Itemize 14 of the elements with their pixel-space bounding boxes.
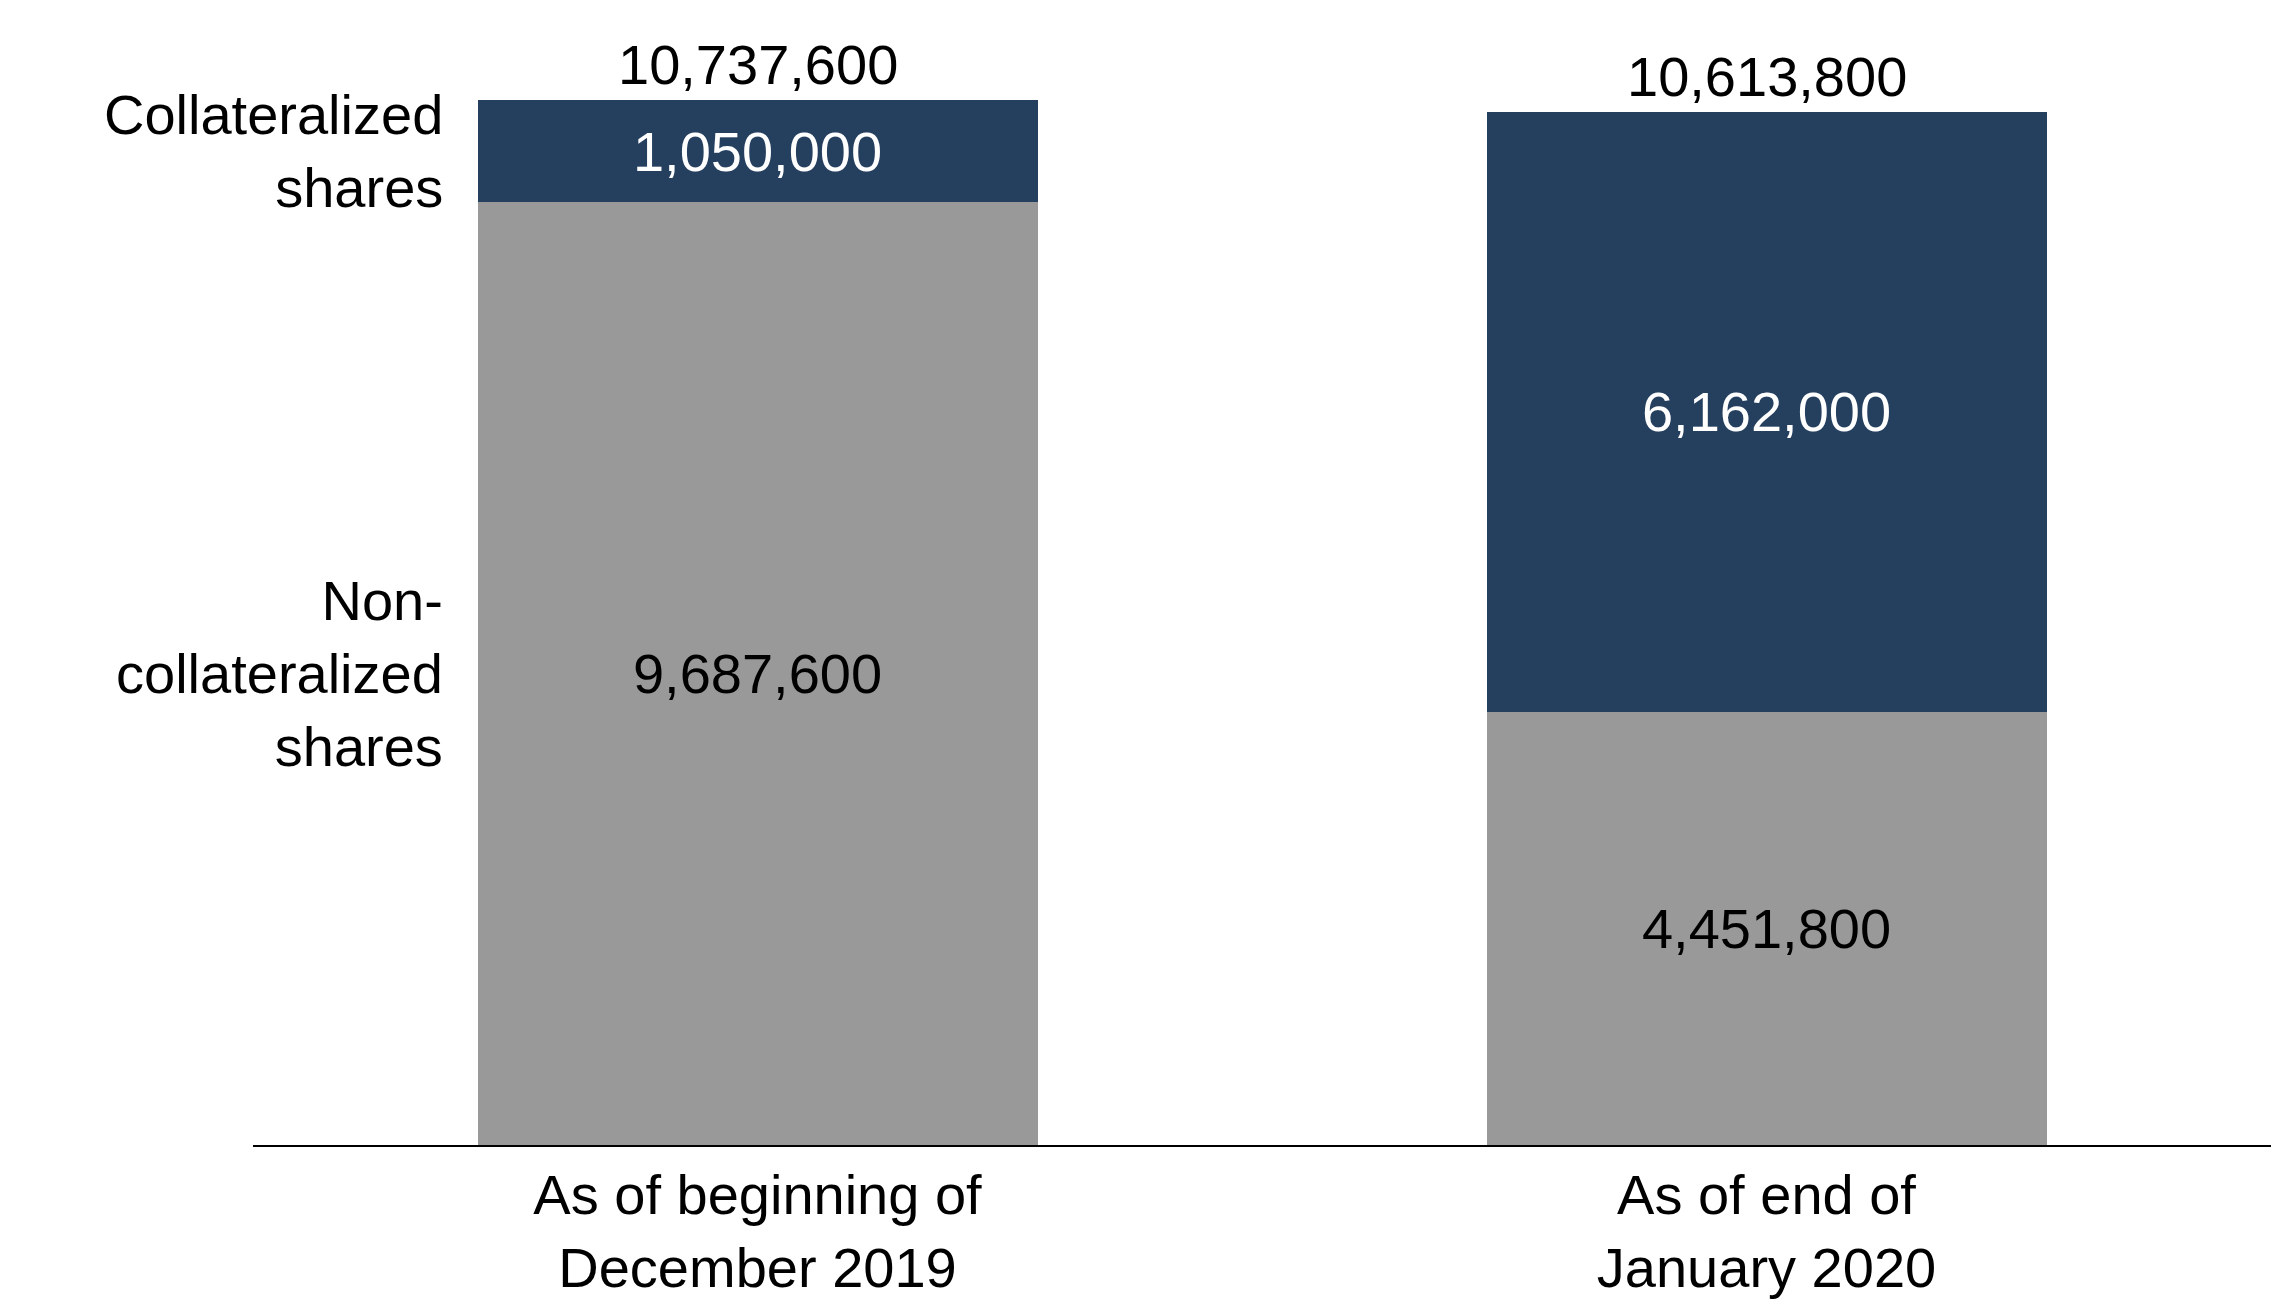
bar bbox=[1486, 112, 2047, 712]
x-tick-label: As of beginning of December 2019 bbox=[533, 1163, 983, 1299]
bar bbox=[477, 202, 1038, 1145]
total-label: 10,737,600 bbox=[618, 33, 899, 96]
data-label: 1,050,000 bbox=[632, 119, 883, 183]
series-label: Non-collateralized shares bbox=[116, 569, 443, 778]
bar bbox=[477, 100, 1038, 203]
total-label: 10,613,800 bbox=[1627, 45, 1908, 108]
data-label: 9,687,600 bbox=[632, 642, 883, 706]
data-label: 6,162,000 bbox=[1641, 380, 1892, 444]
series-label: Collateralized shares bbox=[104, 83, 444, 219]
data-label: 4,451,800 bbox=[1641, 896, 1892, 960]
bar bbox=[1486, 711, 2047, 1145]
x-tick-label: As of end of January 2020 bbox=[1596, 1163, 1937, 1299]
